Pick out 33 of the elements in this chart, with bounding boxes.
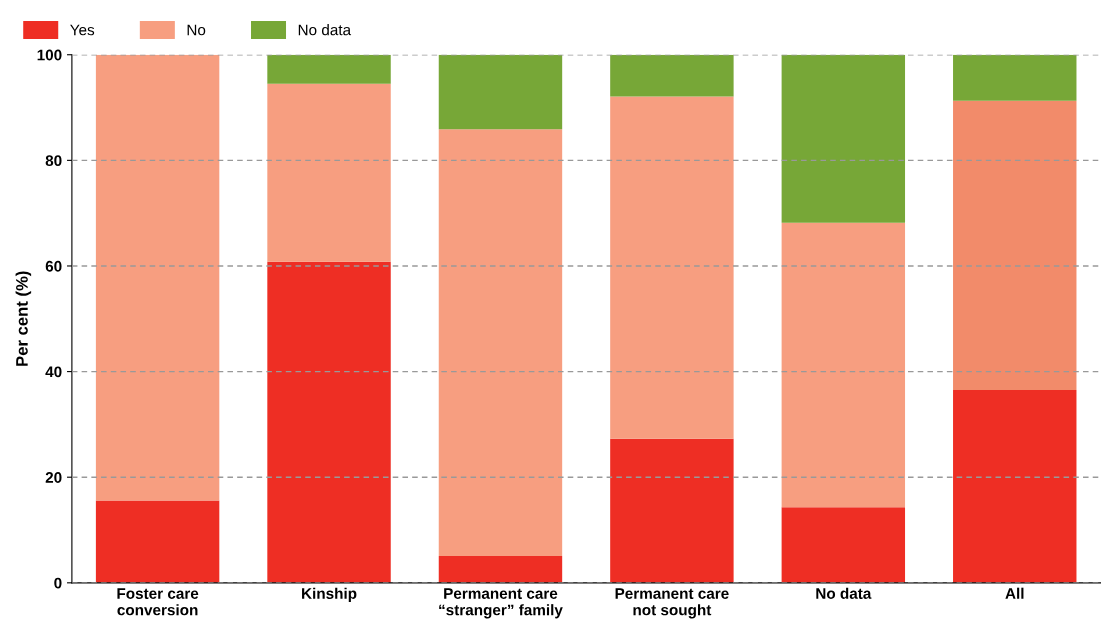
y-tick-label: 0 [54, 577, 62, 589]
bar [610, 438, 734, 583]
y-tick-label: 60 [45, 260, 62, 272]
x-tick-label: Kinship [302, 587, 357, 602]
y-tick-label: 100 [37, 49, 62, 61]
x-tick-label: Permanent care “stranger” family [439, 588, 563, 619]
bar [953, 54, 1077, 101]
bar [781, 222, 906, 508]
x-tick-label: Permanent care not sought [615, 588, 729, 619]
legend-label: No data [298, 24, 352, 36]
bar [267, 54, 391, 84]
y-axis-title: Per cent (%) [15, 271, 32, 366]
bar [953, 100, 1077, 391]
bar [438, 555, 563, 583]
bar [267, 261, 391, 583]
bar [781, 507, 906, 583]
y-tick-label: 80 [45, 155, 62, 167]
x-tick-label: Foster care conversion [117, 588, 199, 616]
bar [781, 54, 906, 223]
bar [610, 54, 734, 97]
legend-label: No [187, 24, 206, 36]
y-tick-label: 20 [45, 472, 62, 483]
x-tick-label: No data [816, 587, 872, 599]
bar [438, 129, 563, 556]
bar [610, 96, 734, 439]
bar [267, 83, 391, 262]
x-tick-label: All [1005, 587, 1024, 599]
y-tick-label: 40 [45, 366, 62, 378]
legend-label: Yes [70, 24, 95, 36]
bar [953, 390, 1077, 583]
bar [438, 54, 563, 130]
bar [95, 54, 220, 501]
bar [95, 500, 220, 583]
